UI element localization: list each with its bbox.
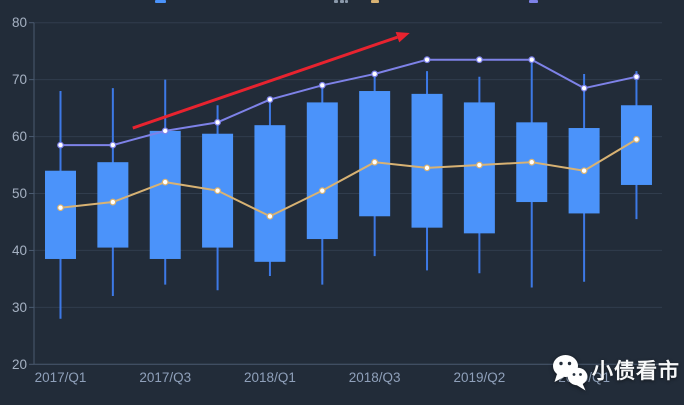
x-axis-label: 2017/Q3 bbox=[139, 370, 191, 385]
y-axis-label: 60 bbox=[12, 129, 27, 144]
legend-swatch-purple[interactable] bbox=[529, 0, 538, 3]
upper-trend-line-marker[interactable] bbox=[580, 84, 588, 92]
mid-trend-line-marker[interactable] bbox=[423, 164, 431, 172]
upper-trend-line-marker[interactable] bbox=[318, 81, 326, 89]
x-axis-label: 2018/Q3 bbox=[349, 370, 401, 385]
mid-trend-line-marker[interactable] bbox=[371, 158, 379, 166]
mid-trend-line-marker[interactable] bbox=[475, 161, 483, 169]
mid-trend-line-marker[interactable] bbox=[161, 178, 169, 186]
y-axis-label: 40 bbox=[12, 243, 27, 258]
y-axis-label: 50 bbox=[12, 186, 27, 201]
upper-trend-line-marker[interactable] bbox=[266, 96, 274, 103]
candlestick-box[interactable] bbox=[45, 170, 76, 259]
mid-trend-line-marker[interactable] bbox=[633, 136, 640, 143]
x-axis-label: 2018/Q1 bbox=[244, 370, 296, 385]
y-axis-label: 20 bbox=[12, 357, 27, 372]
y-axis-label: 70 bbox=[12, 72, 27, 87]
mid-trend-line-marker[interactable] bbox=[57, 204, 64, 212]
legend-swatch-blue[interactable] bbox=[155, 0, 166, 3]
x-axis-label: 2019/Q2 bbox=[453, 370, 505, 385]
upper-trend-line-marker[interactable] bbox=[371, 70, 379, 78]
mid-trend-line-marker[interactable] bbox=[266, 212, 274, 220]
upper-trend-line-marker[interactable] bbox=[109, 141, 117, 149]
x-axis-label: 2020/Q1 bbox=[558, 370, 610, 385]
x-axis-label: 2017/Q1 bbox=[35, 370, 87, 385]
upper-trend-line-marker[interactable] bbox=[423, 56, 431, 64]
candlestick-box[interactable] bbox=[254, 125, 286, 262]
candlestick-box[interactable] bbox=[306, 102, 338, 240]
upper-trend-line-marker[interactable] bbox=[528, 56, 536, 64]
y-axis-label: 80 bbox=[12, 15, 27, 30]
legend-swatch-orange[interactable] bbox=[371, 0, 379, 3]
candlestick-box[interactable] bbox=[149, 130, 181, 259]
candlestick-box[interactable] bbox=[359, 91, 391, 217]
mid-trend-line-marker[interactable] bbox=[214, 187, 221, 195]
legend-text-fragment[interactable] bbox=[340, 0, 344, 3]
trend-arrow-shaft bbox=[132, 35, 398, 130]
upper-trend-line[interactable] bbox=[60, 58, 637, 147]
trend-arrow-head bbox=[395, 31, 410, 43]
upper-trend-line-marker[interactable] bbox=[475, 56, 483, 64]
mid-trend-line-marker[interactable] bbox=[528, 158, 536, 166]
y-axis-label: 30 bbox=[12, 300, 27, 315]
legend-cropped bbox=[0, 0, 684, 4]
candlestick-box[interactable] bbox=[411, 93, 443, 228]
legend-text-fragment[interactable] bbox=[334, 0, 338, 3]
mid-trend-line[interactable] bbox=[60, 138, 637, 218]
mid-trend-line-marker[interactable] bbox=[109, 198, 117, 206]
legend-text-fragment[interactable] bbox=[345, 0, 348, 3]
mid-trend-line-marker[interactable] bbox=[318, 187, 326, 195]
upper-trend-line-marker[interactable] bbox=[57, 141, 64, 149]
mid-trend-line-marker[interactable] bbox=[580, 167, 588, 175]
upper-trend-line-marker[interactable] bbox=[633, 73, 640, 81]
upper-trend-line-marker[interactable] bbox=[214, 118, 221, 126]
upper-trend-line-marker[interactable] bbox=[161, 127, 169, 135]
